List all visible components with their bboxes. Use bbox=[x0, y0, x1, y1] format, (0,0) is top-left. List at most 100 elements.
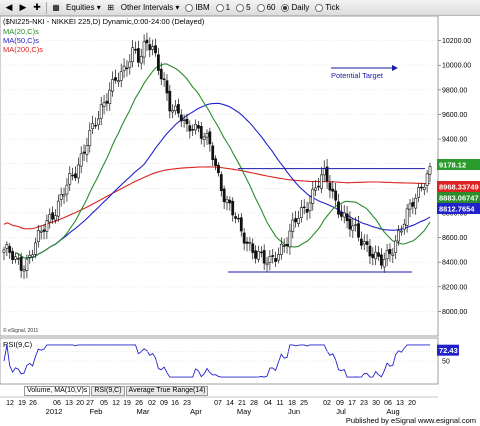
grid-icon[interactable]: ▦ bbox=[52, 2, 60, 12]
time-tick-label: 14 bbox=[226, 400, 234, 407]
candle-body bbox=[359, 238, 363, 246]
candle-body bbox=[428, 166, 432, 175]
candle-body bbox=[362, 241, 366, 245]
candle-body bbox=[322, 167, 326, 176]
interval-5[interactable]: 5 bbox=[233, 1, 253, 15]
candle-body bbox=[382, 259, 386, 268]
price-grid bbox=[0, 40, 438, 312]
candle-body bbox=[96, 118, 100, 126]
rsi-axis: 507072.43 bbox=[0, 344, 459, 366]
candle-body bbox=[377, 252, 380, 257]
candle-body bbox=[254, 250, 257, 259]
tab-atr[interactable]: Average True Range(14) bbox=[125, 386, 209, 396]
forward-arrow-icon[interactable]: ▶ bbox=[19, 2, 27, 12]
candle-body bbox=[411, 202, 415, 207]
candle-body bbox=[294, 218, 298, 223]
candle-body bbox=[288, 230, 292, 248]
toolbar-separator bbox=[46, 1, 47, 14]
interval-daily[interactable]: Daily bbox=[278, 1, 312, 15]
price-tick-label: 8200.00 bbox=[442, 284, 467, 291]
interval-icon[interactable]: ⊞ bbox=[107, 2, 115, 12]
price-axis-labels: 8000.008200.008400.008600.008800.009000.… bbox=[438, 38, 471, 316]
tab-volume[interactable]: Volume, MA(10,V)s bbox=[24, 386, 91, 396]
interval-1[interactable]: 1 bbox=[213, 1, 233, 15]
candle-body bbox=[368, 245, 372, 257]
interval-ibm[interactable]: IBM bbox=[182, 1, 212, 15]
candle-body bbox=[299, 207, 303, 218]
rsi-value-tag bbox=[437, 344, 459, 356]
candle-body bbox=[211, 145, 215, 160]
candle-body bbox=[391, 253, 395, 256]
time-tick-label: 04 bbox=[264, 400, 272, 407]
price-chart[interactable]: 8000.008200.008400.008600.008800.009000.… bbox=[0, 16, 480, 426]
candle-body bbox=[125, 67, 129, 70]
candle-body bbox=[31, 254, 34, 258]
candle-body bbox=[54, 215, 57, 221]
candle-body bbox=[154, 45, 157, 54]
candle-body bbox=[91, 123, 95, 130]
crosshair-icon[interactable]: ✚ bbox=[33, 2, 41, 12]
candle-body bbox=[136, 48, 140, 63]
candle-body bbox=[279, 243, 283, 255]
toolbar: ◀ ▶ ✚ ▦ Equities ▾ ⊞ Other Intervals ▾ I… bbox=[0, 0, 480, 16]
candle-body bbox=[277, 254, 280, 261]
candle-body bbox=[414, 198, 418, 209]
price-tag-bg bbox=[437, 203, 480, 214]
time-tick-label: 25 bbox=[300, 400, 308, 407]
candle-body bbox=[202, 136, 206, 140]
candle-body bbox=[197, 125, 200, 129]
time-tick-label: 09 bbox=[160, 400, 168, 407]
time-tick-label: 16 bbox=[171, 400, 179, 407]
candle-body bbox=[242, 232, 246, 244]
time-tick-label: 07 bbox=[214, 400, 222, 407]
candle-body bbox=[134, 49, 137, 51]
candle-body bbox=[148, 44, 152, 51]
candle-body bbox=[5, 244, 9, 249]
candle-body bbox=[317, 185, 320, 188]
ma20-line bbox=[15, 63, 431, 259]
month-label: Apr bbox=[190, 407, 202, 416]
target-arrow-head bbox=[392, 65, 398, 71]
candle-body bbox=[2, 249, 6, 253]
candle-body bbox=[188, 125, 192, 132]
potential-target-label: Potential Target bbox=[331, 71, 384, 80]
candle-body bbox=[337, 201, 340, 215]
time-tick-label: 17 bbox=[348, 400, 356, 407]
price-tick-label: 8000.00 bbox=[442, 309, 467, 316]
candle-body bbox=[179, 114, 183, 122]
price-tick-label: 8400.00 bbox=[442, 260, 467, 267]
back-arrow-icon[interactable]: ◀ bbox=[5, 2, 13, 12]
month-label: Jun bbox=[288, 407, 300, 416]
candle-body bbox=[19, 256, 23, 271]
candle-body bbox=[128, 61, 132, 68]
tab-rsi[interactable]: RSI(9,C) bbox=[91, 386, 125, 396]
time-tick-label: 13 bbox=[396, 400, 404, 407]
price-tick-label: 10000.00 bbox=[442, 63, 471, 70]
other-intervals-dropdown[interactable]: Other Intervals ▾ bbox=[120, 3, 180, 12]
interval-tick[interactable]: Tick bbox=[312, 1, 342, 15]
candle-body bbox=[219, 174, 223, 191]
candle-body bbox=[111, 79, 115, 92]
price-tag-text: 8883.06747 bbox=[439, 194, 479, 203]
candle-body bbox=[194, 123, 197, 131]
candle-body bbox=[248, 241, 252, 244]
time-tick-label: 13 bbox=[65, 400, 73, 407]
time-tick-label: 19 bbox=[123, 400, 131, 407]
candle-body bbox=[82, 151, 86, 154]
target-arrow bbox=[331, 65, 398, 71]
candle-body bbox=[325, 166, 329, 182]
candle-body bbox=[131, 47, 135, 62]
interval-60[interactable]: 60 bbox=[254, 1, 279, 15]
candle-body bbox=[420, 186, 423, 189]
rsi-label: RSI(9,C) bbox=[3, 340, 33, 349]
price-pane bbox=[0, 16, 439, 337]
legend-ma20: MA(20,C)s bbox=[3, 27, 39, 36]
candle-body bbox=[185, 118, 189, 125]
equities-dropdown[interactable]: Equities ▾ bbox=[66, 3, 101, 12]
time-tick-label: 21 bbox=[238, 400, 246, 407]
ma20-path bbox=[15, 63, 431, 259]
price-tick-label: 8600.00 bbox=[442, 235, 467, 242]
candle-body bbox=[208, 131, 212, 145]
candle-body bbox=[297, 218, 300, 224]
candle-body bbox=[342, 212, 346, 218]
